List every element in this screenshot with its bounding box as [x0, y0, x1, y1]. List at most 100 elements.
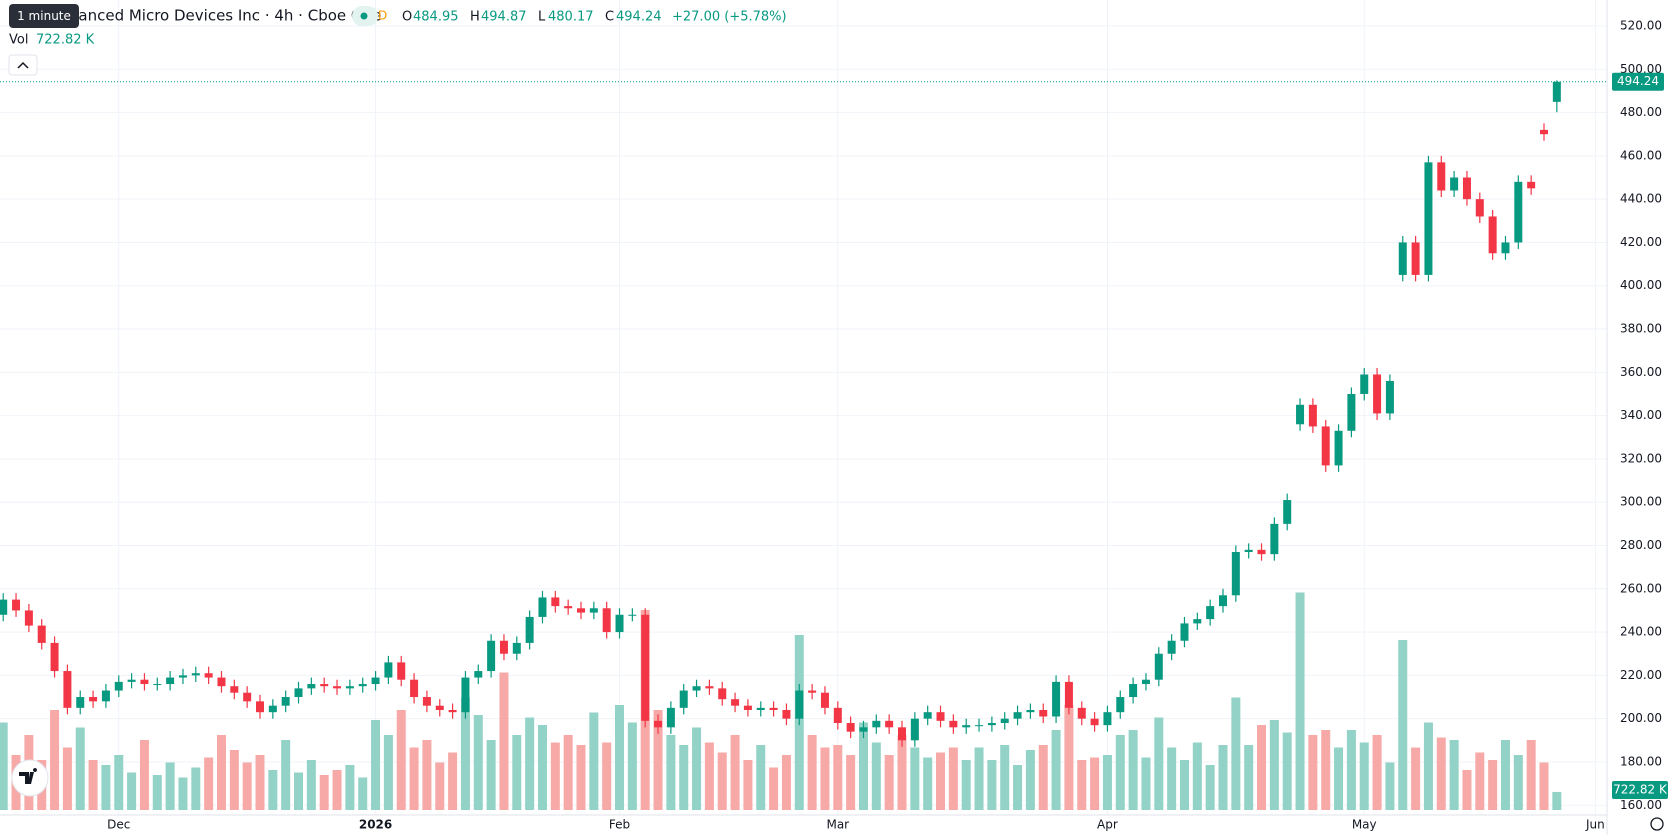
candle-body	[949, 720, 958, 728]
volume-bar	[1462, 770, 1472, 810]
change-value: +27.00 (+5.78%)	[672, 10, 787, 25]
volume-bar	[1539, 762, 1549, 810]
volume-bar	[1218, 745, 1228, 810]
y-tick-label: 200.00	[1620, 711, 1662, 725]
candle-body	[256, 701, 264, 713]
candle-body	[1154, 653, 1163, 680]
candle-body	[602, 608, 611, 633]
candle-body	[525, 616, 534, 643]
volume-bar	[589, 712, 599, 810]
volume-bar	[923, 757, 933, 810]
close-label-visible: C	[605, 10, 614, 25]
volume-bar	[512, 735, 522, 810]
candle-body	[1219, 595, 1227, 607]
volume-bar	[1334, 747, 1344, 810]
tooltip	[9, 4, 79, 28]
volume-bar	[910, 747, 920, 810]
candle-body	[692, 686, 701, 691]
volume-bar	[679, 745, 689, 810]
y-tick-label: 260.00	[1620, 581, 1662, 595]
volume-bar	[1115, 735, 1125, 810]
volume-bar	[75, 727, 85, 810]
volume-bar	[1488, 760, 1498, 810]
candle-body	[178, 675, 187, 678]
volume-bar	[396, 710, 406, 810]
y-tick-label: 420.00	[1620, 235, 1662, 249]
volume-bar	[62, 747, 72, 810]
volume-bar	[88, 760, 98, 810]
volume-bar	[1282, 732, 1292, 810]
candle-body	[756, 707, 765, 711]
candle-body	[846, 723, 855, 732]
volume-bar	[1025, 750, 1035, 810]
candle-body	[1462, 177, 1471, 200]
candle-body	[538, 597, 547, 617]
collapse-button[interactable]	[8, 54, 38, 76]
volume-bar	[281, 740, 291, 810]
x-tick-label: 2026	[359, 818, 392, 832]
volume-bar	[1231, 697, 1241, 810]
candle-body	[975, 725, 984, 727]
candle-body	[1373, 374, 1382, 414]
candle-body	[230, 686, 239, 693]
candle-body	[499, 640, 508, 654]
volume-bar	[820, 747, 830, 810]
candle-body	[1039, 710, 1048, 717]
volume-bar	[948, 747, 958, 810]
x-tick-label: Jun	[1585, 818, 1605, 832]
candle-body	[885, 720, 894, 728]
candle-body	[705, 686, 714, 689]
candle-body	[679, 690, 688, 708]
volume-bar	[1359, 742, 1369, 810]
settings-button[interactable]	[1650, 817, 1664, 831]
volume-bar	[974, 747, 984, 810]
volume-bar	[602, 742, 612, 810]
volume-bar	[1449, 740, 1459, 810]
volume-bar	[756, 745, 766, 810]
candle-body	[37, 625, 46, 643]
candle-body	[1411, 242, 1420, 275]
volume-bar	[1013, 765, 1023, 810]
candle-body	[1424, 162, 1433, 275]
volume-bar	[1436, 737, 1446, 810]
volume-bar	[1205, 765, 1215, 810]
volume-bar	[422, 740, 432, 810]
candle-body	[12, 599, 21, 611]
volume-pane	[0, 592, 1562, 810]
volume-bar	[0, 722, 8, 810]
close-value: 494.24	[616, 10, 662, 25]
candle-body	[320, 684, 329, 687]
candle-body	[50, 642, 59, 672]
candle-body	[1450, 177, 1459, 191]
volume-bar	[1385, 762, 1395, 810]
x-tick-label: Mar	[826, 818, 849, 832]
volume-bar	[1321, 730, 1331, 810]
volume-bar	[178, 777, 188, 810]
candle-body	[577, 608, 585, 613]
volume-bar	[114, 755, 124, 810]
volume-bar	[563, 735, 573, 810]
candle-body	[910, 718, 919, 741]
candle-body	[936, 712, 945, 721]
volume-bar	[460, 697, 470, 810]
candle-body	[654, 720, 663, 728]
volume-bar	[473, 715, 483, 810]
low-value: 480.17	[548, 10, 594, 25]
y-tick-label: 500.00	[1620, 62, 1662, 76]
volume-bar	[858, 722, 868, 810]
volume-bar	[1308, 735, 1318, 810]
y-tick-label: 440.00	[1620, 192, 1662, 206]
candle-body	[1475, 199, 1484, 217]
candle-body	[358, 684, 367, 687]
candle-body	[1231, 551, 1240, 596]
candle-body	[1437, 162, 1446, 191]
volume-value: 722.82 K	[36, 33, 95, 48]
candle-body	[1398, 242, 1407, 275]
candle-body	[191, 673, 200, 676]
candle-body	[1270, 523, 1279, 555]
open-value: 484.95	[413, 10, 459, 25]
volume-bar	[1513, 755, 1523, 810]
volume-bar	[961, 760, 971, 810]
